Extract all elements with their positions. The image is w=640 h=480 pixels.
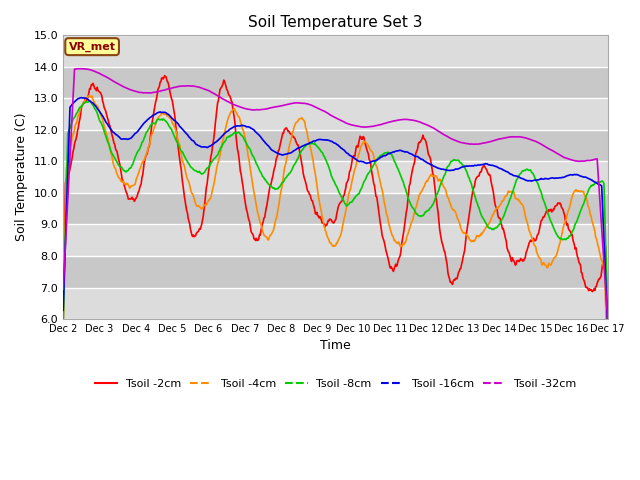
Tsoil -32cm <box>69 96 77 101</box>
Line: Tsoil -16cm: Tsoil -16cm <box>63 97 608 330</box>
Tsoil -2cm <box>69 149 77 155</box>
Tsoil -4cm <box>181 167 189 173</box>
Tsoil -2cm <box>125 196 133 202</box>
Bar <box>63 36 608 67</box>
Bar <box>63 256 608 288</box>
Tsoil -32cm <box>604 318 612 324</box>
Tsoil -4cm <box>604 378 612 384</box>
X-axis label: Time: Time <box>320 339 351 352</box>
Tsoil -8cm <box>419 213 426 218</box>
Tsoil -8cm <box>181 155 189 160</box>
Line: Tsoil -4cm: Tsoil -4cm <box>63 96 608 381</box>
Tsoil -4cm <box>419 188 426 193</box>
Bar <box>63 288 608 319</box>
Tsoil -2cm <box>60 322 67 328</box>
Tsoil -8cm <box>60 322 67 328</box>
Tsoil -16cm <box>403 149 410 155</box>
Tsoil -4cm <box>403 237 410 242</box>
Tsoil -2cm <box>210 134 218 140</box>
Tsoil -32cm <box>181 83 189 89</box>
Bar <box>63 193 608 225</box>
Bar <box>63 98 608 130</box>
Tsoil -8cm <box>126 165 134 171</box>
Tsoil -8cm <box>69 117 77 122</box>
Tsoil -4cm <box>85 93 93 99</box>
Tsoil -32cm <box>76 66 83 72</box>
Bar <box>63 161 608 193</box>
Tsoil -2cm <box>604 355 612 360</box>
Tsoil -8cm <box>210 156 218 162</box>
Title: Soil Temperature Set 3: Soil Temperature Set 3 <box>248 15 422 30</box>
Tsoil -32cm <box>126 86 134 92</box>
Tsoil -32cm <box>210 91 218 96</box>
Tsoil -4cm <box>210 181 218 187</box>
Line: Tsoil -32cm: Tsoil -32cm <box>63 69 608 321</box>
Tsoil -4cm <box>126 185 134 191</box>
Tsoil -16cm <box>604 327 612 333</box>
Tsoil -16cm <box>60 308 67 313</box>
Tsoil -4cm <box>60 321 67 327</box>
Tsoil -4cm <box>69 132 77 137</box>
Bar <box>63 225 608 256</box>
Tsoil -16cm <box>181 129 189 135</box>
Tsoil -8cm <box>604 318 612 324</box>
Legend: Tsoil -2cm, Tsoil -4cm, Tsoil -8cm, Tsoil -16cm, Tsoil -32cm: Tsoil -2cm, Tsoil -4cm, Tsoil -8cm, Tsoi… <box>90 374 580 393</box>
Bar <box>63 67 608 98</box>
Tsoil -2cm <box>403 209 410 215</box>
Tsoil -16cm <box>210 141 218 146</box>
Tsoil -2cm <box>161 73 168 79</box>
Line: Tsoil -8cm: Tsoil -8cm <box>63 101 608 325</box>
Tsoil -32cm <box>403 117 410 122</box>
Bar <box>63 130 608 161</box>
Tsoil -32cm <box>60 286 67 292</box>
Tsoil -8cm <box>86 98 94 104</box>
Text: VR_met: VR_met <box>68 42 116 52</box>
Tsoil -16cm <box>69 100 77 106</box>
Tsoil -2cm <box>419 135 426 141</box>
Tsoil -16cm <box>126 136 134 142</box>
Tsoil -32cm <box>419 120 426 126</box>
Tsoil -16cm <box>77 95 85 100</box>
Line: Tsoil -2cm: Tsoil -2cm <box>63 76 608 358</box>
Tsoil -8cm <box>403 189 410 194</box>
Tsoil -16cm <box>419 156 426 162</box>
Y-axis label: Soil Temperature (C): Soil Temperature (C) <box>15 113 28 241</box>
Tsoil -2cm <box>181 198 189 204</box>
